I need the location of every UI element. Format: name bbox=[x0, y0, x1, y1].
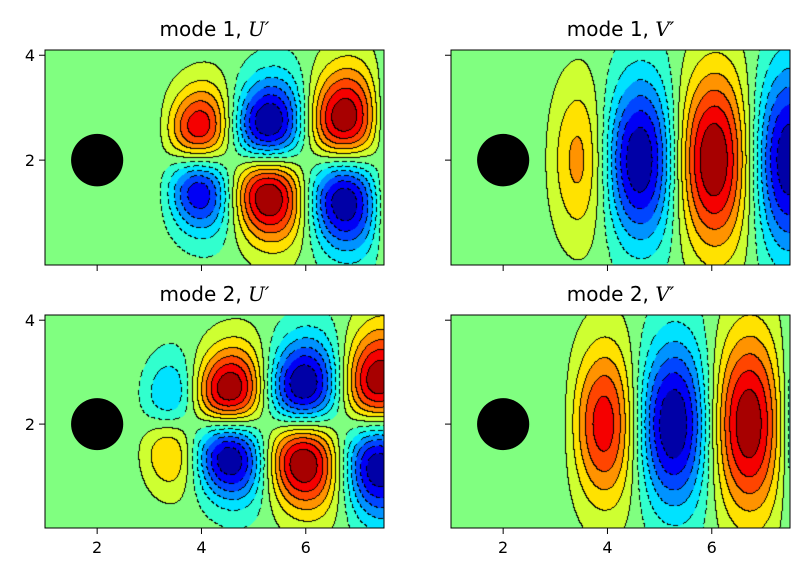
cylinder-obstacle bbox=[71, 398, 124, 451]
panel-title: mode 1, V′ bbox=[567, 17, 675, 41]
x-tick-label: 6 bbox=[301, 538, 311, 557]
panel-mode1-u: 2 4 mode 1, U′ bbox=[25, 17, 385, 271]
panel-mode1-v: mode 1, V′ bbox=[445, 17, 791, 271]
axes-frame bbox=[44, 314, 385, 529]
axes-frame bbox=[44, 49, 385, 266]
axes-frame bbox=[450, 49, 791, 266]
y-tick-label: 2 bbox=[25, 151, 35, 170]
cylinder-obstacle bbox=[71, 133, 124, 187]
cylinder-obstacle bbox=[477, 133, 530, 187]
x-tick-label: 6 bbox=[707, 538, 717, 557]
y-tick-label: 4 bbox=[25, 311, 35, 330]
panel-title: mode 2, V′ bbox=[567, 282, 675, 306]
y-tick-label: 4 bbox=[25, 46, 35, 65]
cylinder-obstacle bbox=[477, 398, 530, 451]
panel-mode2-u: 2 4 6 2 4 mode 2, U′ bbox=[25, 282, 385, 557]
panel-title: mode 1, U′ bbox=[160, 17, 270, 41]
axes-frame bbox=[450, 314, 791, 529]
x-tick-label: 4 bbox=[602, 538, 612, 557]
x-tick-label: 4 bbox=[196, 538, 206, 557]
y-tick-label: 2 bbox=[25, 415, 35, 434]
panel-mode2-v: 2 4 6 mode 2, V′ bbox=[445, 282, 791, 557]
panel-title: mode 2, U′ bbox=[160, 282, 270, 306]
x-tick-label: 2 bbox=[92, 538, 102, 557]
x-tick-label: 2 bbox=[498, 538, 508, 557]
